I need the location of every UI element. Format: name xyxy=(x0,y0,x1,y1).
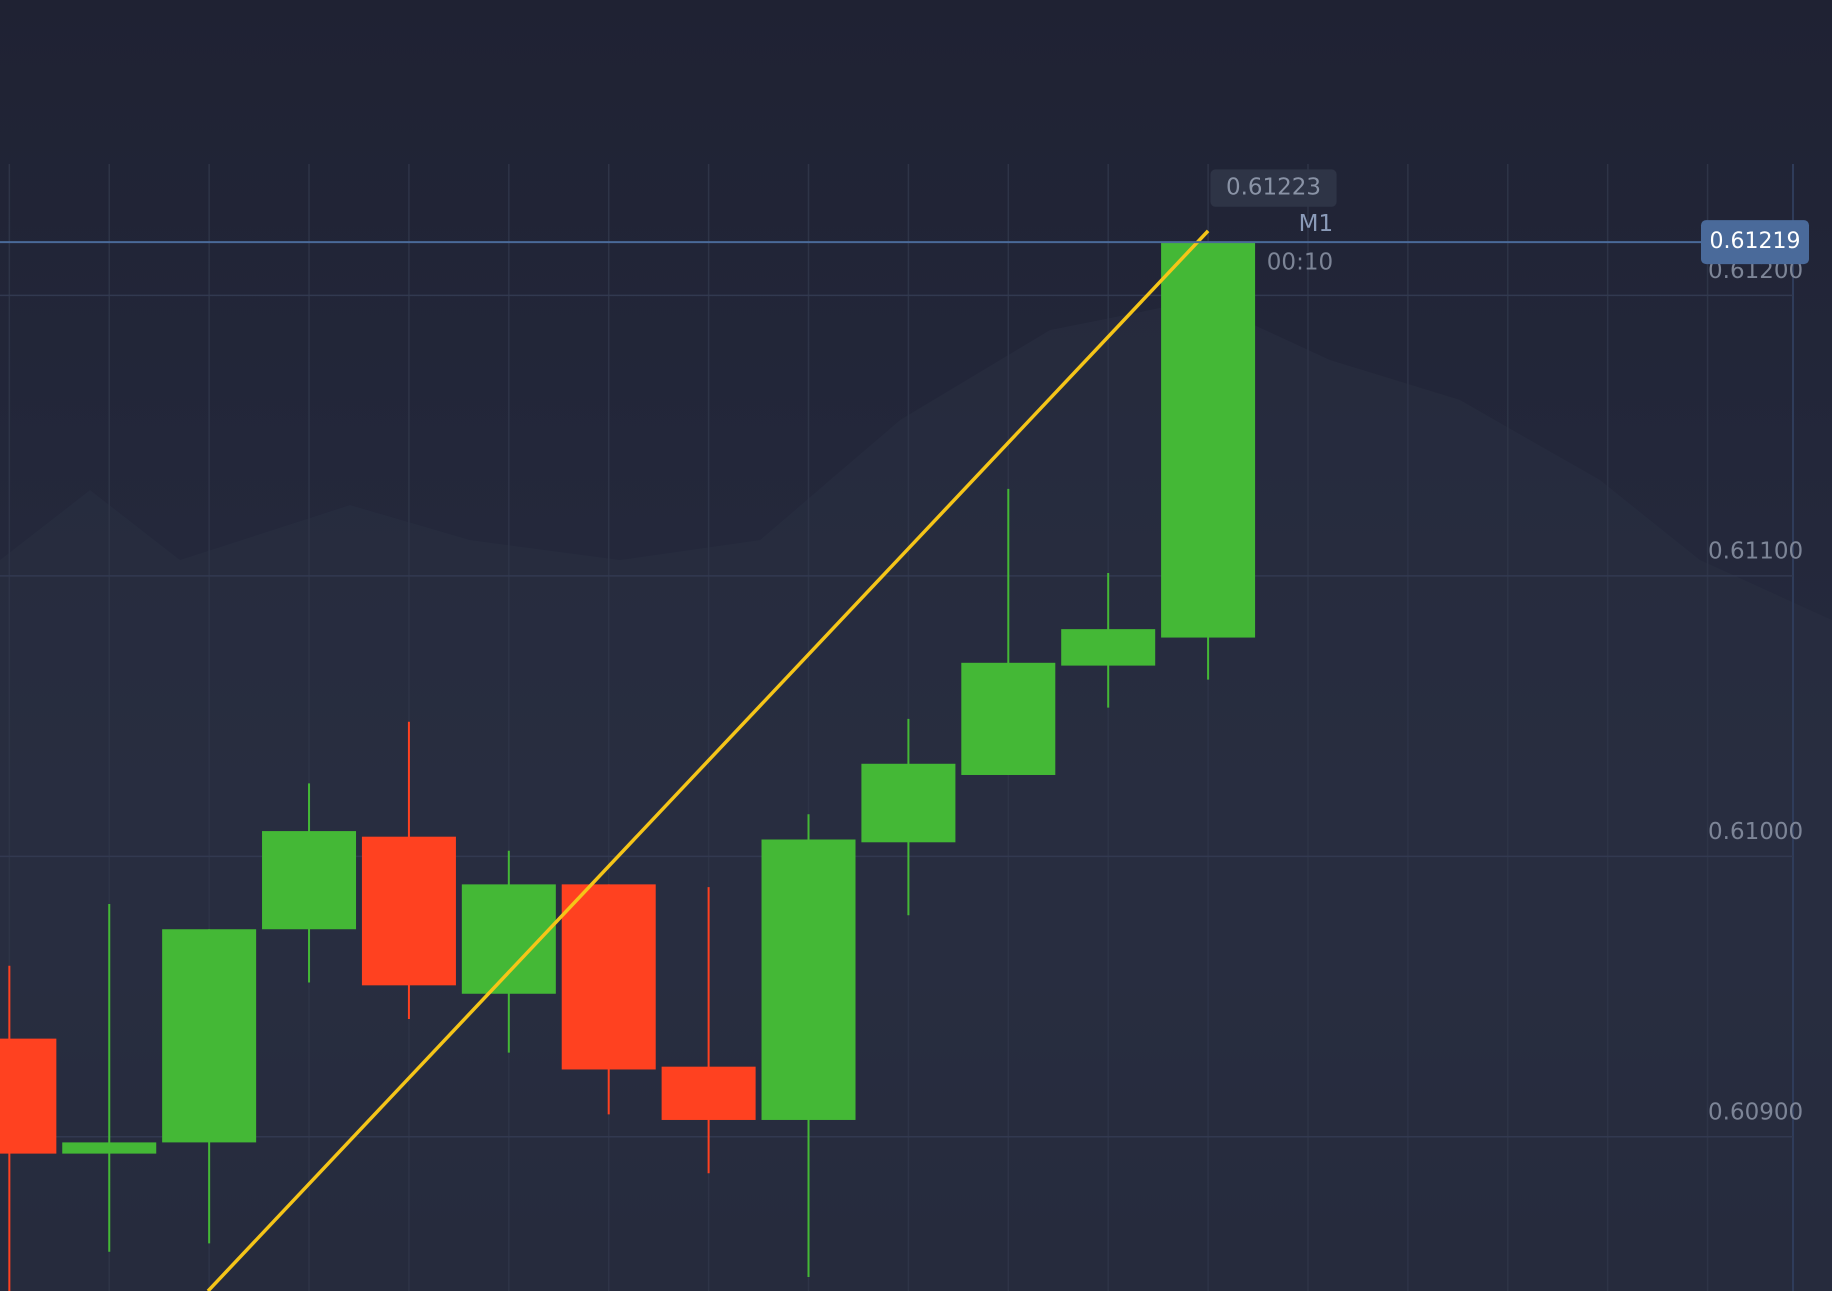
overlay: 0.609000.610000.611000.612000.612190.612… xyxy=(0,169,1809,1125)
timeframe-label: M1 xyxy=(1299,211,1333,237)
candle-body xyxy=(1161,242,1256,638)
plot-area xyxy=(0,164,1793,1291)
y-tick-label: 0.60900 xyxy=(1708,1099,1803,1125)
candle-body xyxy=(861,763,956,843)
trend-line xyxy=(206,229,1210,1291)
candle-body xyxy=(361,836,456,986)
candle-body xyxy=(661,1066,756,1120)
y-tick-label: 0.61100 xyxy=(1708,538,1803,564)
trend-end-badge xyxy=(1210,169,1337,207)
candle-body xyxy=(561,884,656,1070)
candle-body xyxy=(0,1038,57,1154)
candle-body xyxy=(761,839,856,1120)
current-price-badge xyxy=(1701,220,1809,265)
candle-body xyxy=(961,662,1056,775)
y-tick-label: 0.61000 xyxy=(1708,819,1803,845)
current-price-label: 0.61219 xyxy=(1710,229,1801,254)
candle-body xyxy=(1061,629,1156,666)
timer-label: 00:10 xyxy=(1267,249,1333,275)
candle-body xyxy=(162,929,257,1143)
candle-body xyxy=(62,1142,157,1154)
candle-body xyxy=(262,831,357,930)
trend-end-label: 0.61223 xyxy=(1226,175,1321,201)
